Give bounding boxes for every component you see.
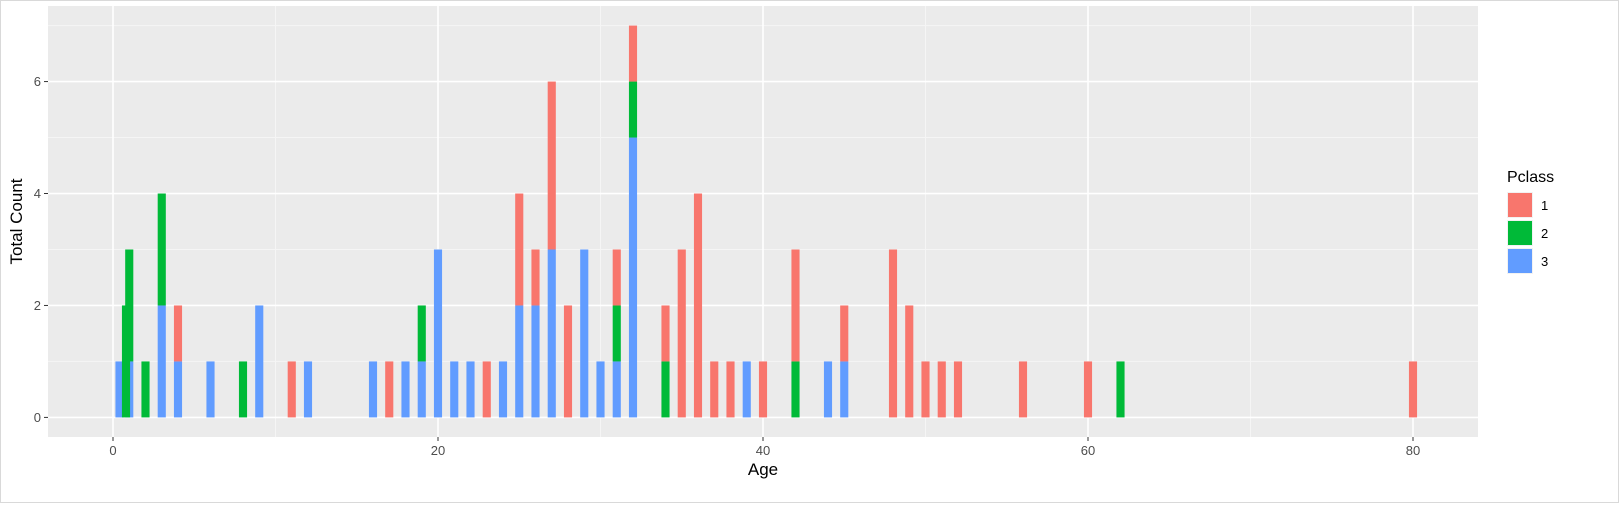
legend-items: 1 2 3 xyxy=(1507,192,1548,274)
legend-title: Pclass xyxy=(1507,169,1554,186)
bar-segment-pclass-1 xyxy=(531,249,540,306)
bar-segment-pclass-3 xyxy=(823,361,833,418)
bar-segment-pclass-3 xyxy=(115,361,124,418)
legend-label: 2 xyxy=(1541,226,1548,241)
bar-segment-pclass-3 xyxy=(596,361,605,418)
legend-key-pclass-3 xyxy=(1508,249,1532,273)
bar-segment-pclass-1 xyxy=(1408,361,1418,418)
bar-segment-pclass-1 xyxy=(693,193,703,418)
x-axis: 0 20 40 60 80 xyxy=(109,437,1420,458)
bar-segment-pclass-3 xyxy=(433,249,443,418)
y-axis: 0 2 4 6 xyxy=(34,74,48,425)
x-tick-label: 80 xyxy=(1406,443,1420,458)
bar-segment-pclass-1 xyxy=(173,305,183,362)
bar-segment-pclass-1 xyxy=(385,361,394,418)
bar-segment-pclass-1 xyxy=(937,361,946,418)
bar-segment-pclass-1 xyxy=(515,193,524,306)
bar-segment-pclass-3 xyxy=(450,361,459,418)
y-tick-label: 0 xyxy=(34,410,41,425)
y-axis-title: Total Count xyxy=(7,178,26,264)
bar-segment-pclass-1 xyxy=(953,361,963,418)
bar-segment-pclass-1 xyxy=(726,361,735,418)
bar-segment-pclass-1 xyxy=(1018,361,1028,418)
bar-segment-pclass-1 xyxy=(482,361,491,418)
bar-segment-pclass-2 xyxy=(125,249,134,362)
bar-segment-pclass-2 xyxy=(612,305,621,362)
bar-segment-pclass-1 xyxy=(921,361,930,418)
bar-segment-pclass-3 xyxy=(580,249,589,418)
legend-label: 3 xyxy=(1541,254,1548,269)
x-axis-title: Age xyxy=(748,460,778,479)
bar-segment-pclass-1 xyxy=(905,305,914,418)
bar-segment-pclass-1 xyxy=(1083,361,1093,418)
x-tick-label: 60 xyxy=(1081,443,1095,458)
bar-segment-pclass-3 xyxy=(742,361,751,418)
bar-segment-pclass-2 xyxy=(628,81,638,138)
bar-segment-pclass-3 xyxy=(515,305,524,418)
bar-segment-pclass-1 xyxy=(661,305,670,362)
bar-segment-pclass-3 xyxy=(368,361,378,418)
bar-segment-pclass-1 xyxy=(677,249,686,418)
bar-segment-pclass-2 xyxy=(238,361,248,418)
bar-segment-pclass-1 xyxy=(840,305,849,362)
bar-segment-pclass-3 xyxy=(531,305,540,418)
bars xyxy=(115,25,1418,418)
bar-segment-pclass-1 xyxy=(287,361,296,418)
bar-segment-pclass-1 xyxy=(888,249,898,418)
bar-segment-pclass-1 xyxy=(628,25,638,82)
legend-key-pclass-2 xyxy=(1508,221,1532,245)
bar-segment-pclass-3 xyxy=(173,361,183,418)
bar-segment-pclass-3 xyxy=(498,361,508,418)
x-tick-label: 0 xyxy=(109,443,116,458)
bar-segment-pclass-1 xyxy=(612,249,621,306)
bar-segment-pclass-2 xyxy=(141,361,150,418)
bar-segment-pclass-3 xyxy=(628,137,638,418)
bar-segment-pclass-2 xyxy=(661,361,670,418)
legend: Pclass 1 2 3 xyxy=(1507,169,1554,274)
bar-segment-pclass-3 xyxy=(840,361,849,418)
y-tick-label: 2 xyxy=(34,298,41,313)
bar-segment-pclass-2 xyxy=(1116,361,1125,418)
bar-segment-pclass-1 xyxy=(791,249,800,362)
legend-label: 1 xyxy=(1541,198,1548,213)
bar-segment-pclass-3 xyxy=(157,305,166,418)
bar-segment-pclass-2 xyxy=(157,193,166,306)
x-tick-label: 20 xyxy=(431,443,445,458)
bar-segment-pclass-2 xyxy=(417,305,426,362)
bar-segment-pclass-3 xyxy=(206,361,215,418)
bar-segment-pclass-3 xyxy=(547,249,556,418)
bar-segment-pclass-3 xyxy=(612,361,621,418)
bar-segment-pclass-2 xyxy=(791,361,800,418)
bar-segment-pclass-1 xyxy=(547,81,556,250)
bar-segment-pclass-1 xyxy=(758,361,768,418)
bar-segment-pclass-3 xyxy=(417,361,426,418)
bar-segment-pclass-3 xyxy=(466,361,475,418)
bar-segment-pclass-1 xyxy=(710,361,719,418)
bar-segment-pclass-3 xyxy=(401,361,410,418)
y-tick-label: 6 xyxy=(34,74,41,89)
bar-segment-pclass-3 xyxy=(255,305,264,418)
bar-segment-pclass-1 xyxy=(563,305,573,418)
legend-key-pclass-1 xyxy=(1508,193,1532,217)
bar-segment-pclass-3 xyxy=(303,361,313,418)
x-tick-label: 40 xyxy=(756,443,770,458)
y-tick-label: 4 xyxy=(34,186,41,201)
